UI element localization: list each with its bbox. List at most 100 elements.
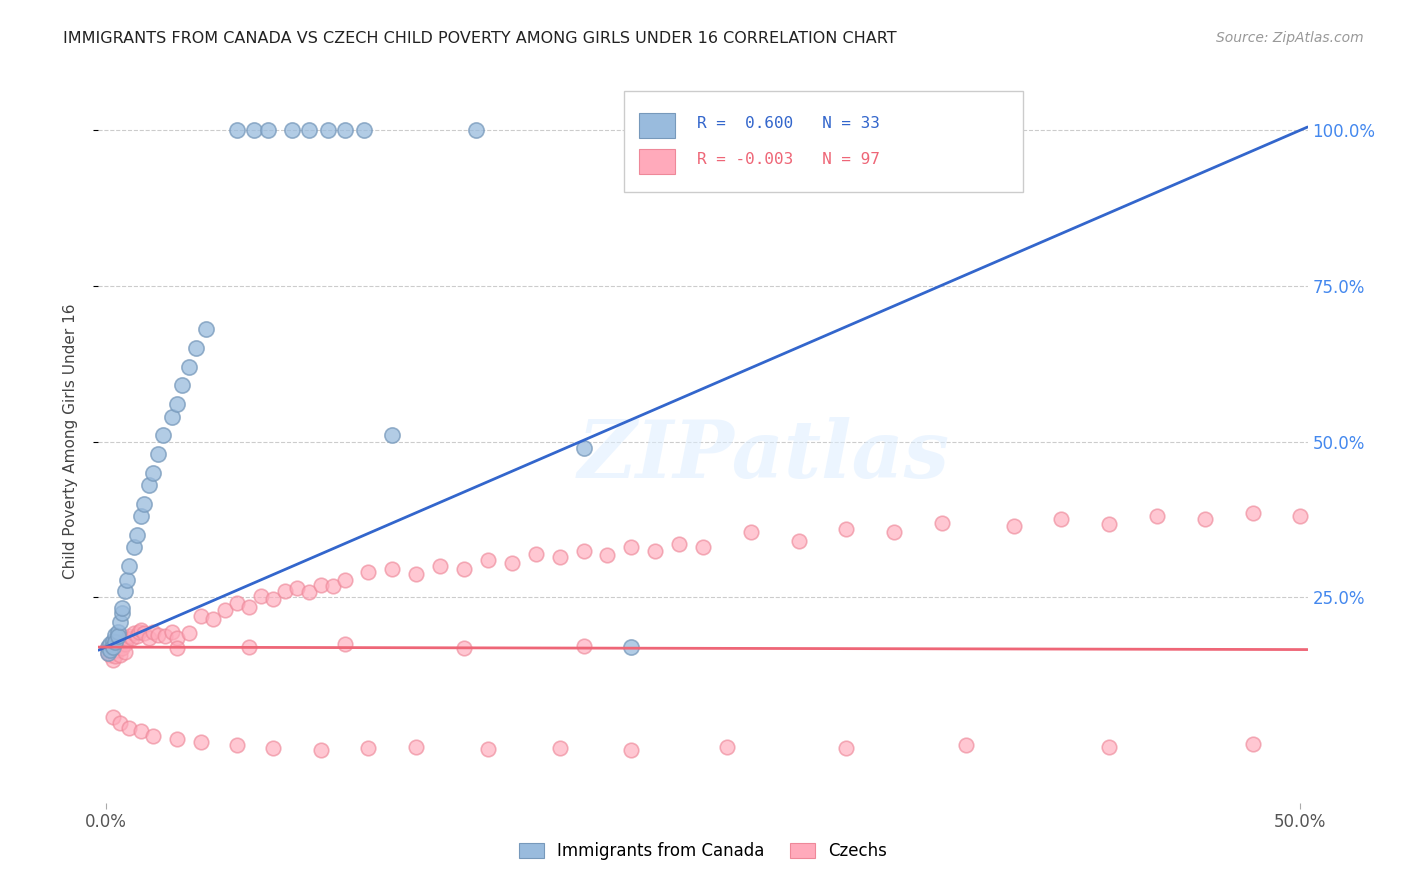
Point	[931, 516, 953, 530]
Point	[262, 591, 284, 606]
Point	[740, 524, 762, 539]
Point	[716, 739, 738, 754]
Point	[596, 548, 619, 562]
Point	[620, 640, 643, 654]
Point	[166, 397, 188, 411]
Point	[97, 646, 120, 660]
Point	[162, 624, 184, 639]
Point	[381, 562, 404, 576]
Point	[131, 509, 153, 524]
Point	[114, 645, 136, 659]
Point	[353, 123, 375, 137]
Point	[142, 729, 165, 743]
Point	[107, 643, 129, 657]
Point	[101, 633, 124, 648]
Point	[118, 721, 141, 735]
Point	[98, 643, 121, 657]
Point	[1050, 512, 1073, 526]
Text: Source: ZipAtlas.com: Source: ZipAtlas.com	[1216, 31, 1364, 45]
Point	[668, 537, 690, 551]
Point	[179, 626, 201, 640]
Point	[202, 612, 225, 626]
Point	[115, 632, 138, 646]
Point	[107, 629, 129, 643]
Point	[465, 123, 488, 137]
Point	[835, 741, 858, 756]
Point	[146, 627, 169, 641]
Point	[572, 639, 595, 653]
Point	[262, 741, 284, 756]
Point	[111, 606, 134, 620]
Point	[98, 637, 121, 651]
Point	[548, 741, 571, 756]
Point	[242, 123, 264, 137]
Text: ZIPatlas: ZIPatlas	[578, 417, 949, 495]
Point	[357, 566, 380, 580]
Point	[453, 641, 475, 656]
Point	[1098, 516, 1121, 531]
Point	[101, 637, 124, 651]
Point	[166, 732, 188, 747]
Point	[111, 641, 134, 656]
Point	[333, 123, 356, 137]
Point	[166, 641, 188, 656]
Point	[620, 541, 643, 555]
Point	[285, 581, 308, 595]
Point	[381, 428, 404, 442]
Point	[97, 646, 120, 660]
FancyBboxPatch shape	[638, 149, 675, 174]
Y-axis label: Child Poverty Among Girls Under 16: Child Poverty Among Girls Under 16	[63, 304, 77, 579]
Point	[238, 640, 260, 654]
Point	[477, 742, 499, 756]
Point	[333, 637, 356, 651]
Point	[104, 641, 127, 656]
Point	[118, 629, 141, 643]
Point	[138, 631, 160, 645]
Point	[835, 522, 858, 536]
Point	[114, 637, 136, 651]
Point	[572, 441, 595, 455]
FancyBboxPatch shape	[638, 112, 675, 138]
Point	[1194, 512, 1216, 526]
Point	[97, 640, 120, 654]
Point	[309, 743, 332, 757]
Point	[111, 633, 134, 648]
Point	[1002, 518, 1025, 533]
Point	[179, 359, 201, 374]
Point	[108, 639, 131, 653]
Point	[121, 631, 143, 645]
Point	[132, 626, 155, 640]
Point	[226, 123, 249, 137]
Text: R = -0.003   N = 97: R = -0.003 N = 97	[697, 153, 880, 168]
Point	[101, 652, 124, 666]
Point	[128, 624, 150, 639]
Point	[298, 123, 321, 137]
Point	[101, 640, 124, 654]
Point	[1146, 509, 1168, 524]
Point	[298, 585, 321, 599]
Point	[1241, 506, 1264, 520]
Point	[118, 559, 141, 574]
Point	[257, 123, 280, 137]
Point	[572, 543, 595, 558]
Point	[186, 341, 208, 355]
Point	[108, 615, 131, 630]
Point	[548, 549, 571, 564]
Point	[787, 534, 810, 549]
Point	[644, 543, 666, 558]
Point	[170, 378, 193, 392]
Point	[405, 739, 427, 754]
Point	[429, 559, 451, 574]
Point	[357, 741, 380, 756]
Point	[226, 739, 249, 753]
Point	[190, 735, 212, 749]
Point	[477, 553, 499, 567]
Point	[111, 601, 134, 615]
Point	[1289, 509, 1312, 524]
Point	[644, 123, 666, 137]
Point	[104, 649, 127, 664]
Point	[620, 743, 643, 757]
Point	[98, 639, 121, 653]
Point	[131, 724, 153, 739]
Point	[107, 635, 129, 649]
